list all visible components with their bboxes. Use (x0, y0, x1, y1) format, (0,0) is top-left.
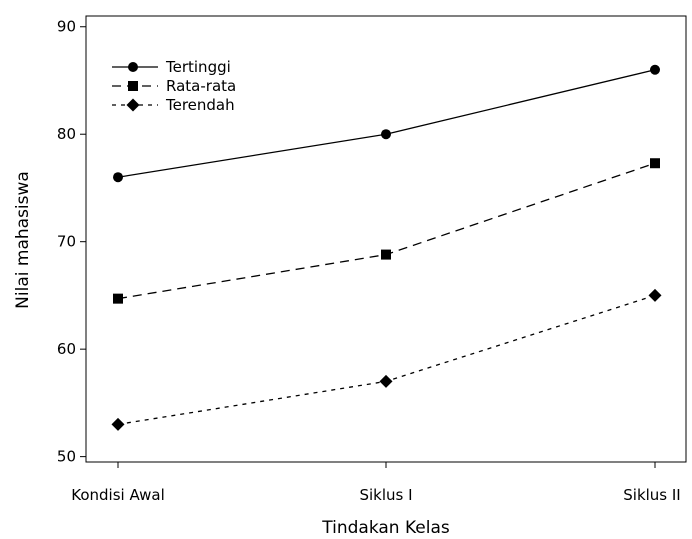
legend-label: Tertinggi (165, 58, 231, 76)
data-point-square (650, 158, 660, 169)
series-line (117, 162, 656, 300)
legend-entry: Terendah (112, 96, 235, 114)
legend-label: Rata-rata (166, 77, 236, 95)
legend-entry: Tertinggi (112, 58, 231, 76)
series-line (117, 294, 656, 426)
x-tick-label: Siklus II (623, 486, 680, 504)
x-axis-title: Tindakan Kelas (321, 518, 450, 538)
y-tick-label: 90 (57, 18, 76, 36)
data-point-square (113, 293, 123, 304)
y-tick-label: 60 (57, 340, 76, 358)
legend-label: Terendah (165, 96, 235, 114)
data-point-circle (650, 64, 660, 75)
x-axis: Kondisi Awal Siklus I Siklus II (71, 462, 681, 504)
legend-marker (128, 62, 138, 72)
series-tertinggi (113, 64, 660, 183)
y-tick-label: 80 (57, 125, 76, 143)
y-tick-label: 50 (57, 448, 76, 466)
y-tick-label: 70 (57, 233, 76, 251)
y-axis: 50 60 70 80 90 (57, 18, 86, 466)
data-point-diamond (111, 417, 125, 431)
legend-entry: Rata-rata (112, 77, 236, 95)
series-layer (111, 64, 662, 431)
legend-marker (126, 98, 140, 112)
data-point-square (381, 249, 391, 260)
data-point-diamond (379, 374, 393, 388)
x-tick-label: Siklus I (359, 486, 412, 504)
series-rata-rata (113, 158, 660, 304)
y-axis-title: Nilai mahasiswa (13, 171, 33, 309)
data-point-circle (381, 129, 391, 140)
data-point-diamond (648, 288, 662, 302)
series-terendah (111, 288, 662, 431)
data-point-circle (113, 172, 123, 183)
x-tick-label: Kondisi Awal (71, 486, 165, 504)
legend-marker (128, 81, 138, 91)
